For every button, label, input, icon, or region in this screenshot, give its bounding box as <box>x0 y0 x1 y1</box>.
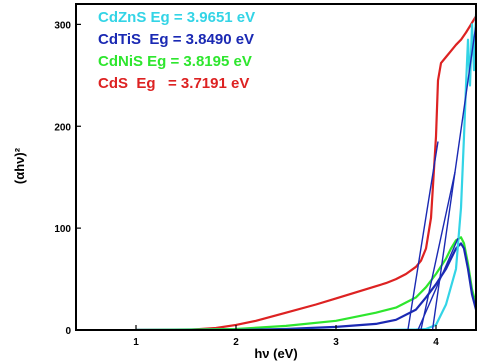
x-tick-label: 3 <box>333 337 339 348</box>
legend-entry: CdZnS Eg = 3.9651 eV <box>98 9 255 26</box>
series-line <box>136 242 476 330</box>
x-tick-label: 2 <box>233 337 239 348</box>
legend-entry: CdNiS Eg = 3.8195 eV <box>98 53 252 70</box>
fit-line <box>420 171 456 330</box>
x-tick-label: 1 <box>133 337 139 348</box>
y-tick-label: 200 <box>54 122 71 133</box>
y-tick-label: 100 <box>54 224 71 235</box>
y-tick-label: 300 <box>54 20 71 31</box>
legend-entry: CdTiS Eg = 3.8490 eV <box>98 31 254 48</box>
x-tick-label: 4 <box>433 337 439 348</box>
y-axis-label: (αhν)² <box>12 147 27 184</box>
fit-line <box>417 238 459 330</box>
x-axis-label: hν (eV) <box>254 346 297 361</box>
legend-entry: CdS Eg = 3.7191 eV <box>98 75 249 92</box>
series-line <box>136 15 476 330</box>
y-tick-label: 0 <box>65 326 71 337</box>
plot-frame <box>75 3 477 331</box>
fit-line <box>407 141 439 330</box>
